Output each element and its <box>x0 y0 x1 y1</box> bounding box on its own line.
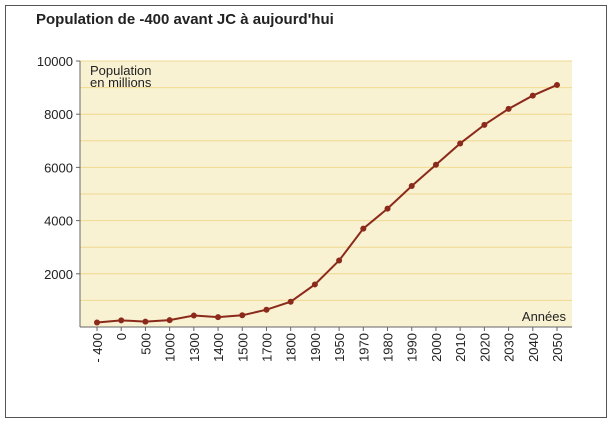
point <box>287 298 294 305</box>
x-tick-label: 500 <box>138 333 153 355</box>
x-tick-label: 0 <box>114 333 129 340</box>
y-tick-label: 10000 <box>37 54 73 69</box>
point <box>215 314 222 321</box>
x-tick-label: 1980 <box>381 333 396 362</box>
point <box>360 225 367 232</box>
chart-title: Population de -400 avant JC à aujourd'hu… <box>36 11 334 28</box>
point <box>554 81 560 88</box>
x-tick-label: 2020 <box>477 333 492 362</box>
point <box>384 205 391 212</box>
point <box>142 318 149 325</box>
x-tick-label: 1700 <box>259 333 274 362</box>
point <box>481 121 488 128</box>
x-tick-label: 1800 <box>284 333 299 362</box>
point <box>457 140 464 147</box>
line <box>96 84 558 324</box>
y-axis-label: Population <box>90 63 151 78</box>
y-tick-label: 6000 <box>44 160 73 175</box>
y-tick-label: 4000 <box>44 214 73 229</box>
x-tick-label: 2000 <box>429 333 444 362</box>
point <box>408 183 415 190</box>
y-tick-label: 8000 <box>44 107 73 122</box>
x-tick-label: 1000 <box>163 333 178 362</box>
point <box>432 161 439 168</box>
x-tick-label: 2010 <box>453 333 468 362</box>
x-tick-label: 1900 <box>308 333 323 362</box>
point <box>190 312 197 319</box>
x-tick-label: 1950 <box>332 333 347 362</box>
point <box>311 281 318 288</box>
x-tick-label: 1300 <box>187 333 202 362</box>
point <box>336 257 343 264</box>
point <box>505 105 512 112</box>
y-axis-label: en millions <box>90 75 152 90</box>
x-tick-label: 1400 <box>211 333 226 362</box>
x-tick-label: 2040 <box>526 333 541 362</box>
point <box>263 306 270 313</box>
x-tick-label: 1500 <box>235 333 250 362</box>
x-tick-label: 1990 <box>405 333 420 362</box>
x-tick-label: 2030 <box>502 333 517 362</box>
x-axis-label: Années <box>522 309 567 324</box>
point <box>118 317 125 324</box>
x-tick-label: 2050 <box>550 333 565 362</box>
point <box>239 312 246 319</box>
y-tick-label: 2000 <box>44 267 73 282</box>
point <box>166 317 173 324</box>
x-tick-label: 1970 <box>356 333 371 362</box>
point <box>529 92 536 99</box>
point <box>94 319 100 326</box>
x-tick-label: - 400 <box>90 333 105 363</box>
